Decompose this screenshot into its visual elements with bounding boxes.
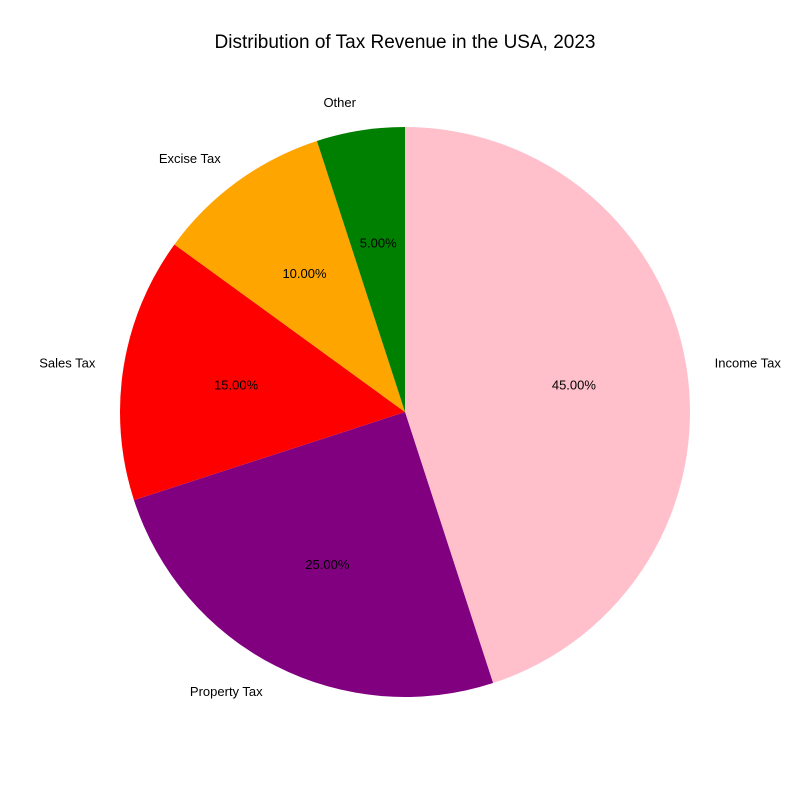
pct-label-sales-tax: 15.00%: [214, 378, 259, 393]
pct-label-other: 5.00%: [360, 236, 397, 251]
pie-slices: [120, 127, 690, 697]
category-label-excise-tax: Excise Tax: [159, 151, 221, 166]
category-label-sales-tax: Sales Tax: [39, 355, 96, 370]
pie-slice-property-tax: [133, 412, 494, 697]
pie-slice-excise-tax: [174, 140, 405, 412]
chart-title: Distribution of Tax Revenue in the USA, …: [215, 32, 596, 53]
pct-label-property-tax: 25.00%: [305, 557, 350, 572]
pct-label-income-tax: 45.00%: [552, 378, 597, 393]
category-label-income-tax: Income Tax: [715, 355, 782, 370]
pie-slice-income-tax: [405, 127, 690, 684]
pie-slice-other: [316, 127, 405, 412]
category-label-other: Other: [323, 95, 356, 110]
category-label-property-tax: Property Tax: [190, 684, 263, 699]
pie-labels: 45.00% Income Tax 25.00% Property Tax 15.00%…: [39, 95, 781, 699]
pct-label-excise-tax: 10.00%: [282, 266, 327, 281]
pie-slice-sales-tax: [120, 244, 406, 501]
